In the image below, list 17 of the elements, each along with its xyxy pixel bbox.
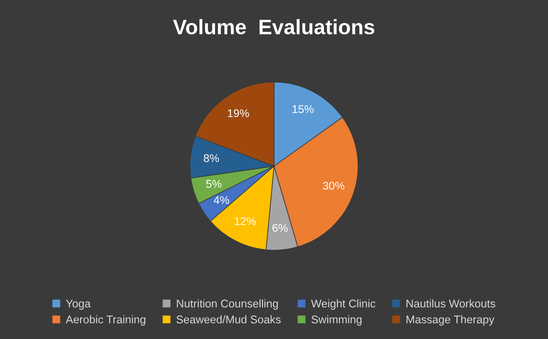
legend-label: Aerobic Training [66,315,146,326]
legend-label: Yoga [66,300,91,310]
legend-label: Massage Therapy [406,315,494,326]
legend-label: Seaweed/Mud Soaks [176,315,281,324]
data-label: 6% [272,224,288,232]
data-label: 12% [234,217,256,226]
legend-label: Nautilus Workouts [406,299,496,308]
legend-label: Swimming [312,315,362,326]
data-label: 15% [292,105,314,114]
data-label: 19% [228,109,249,118]
data-label: 4% [214,196,230,204]
legend-label: Nutrition Counselling [176,299,278,310]
data-label: 5% [206,180,222,188]
chart-title: Volume Evaluations [173,19,374,34]
legend-label: Weight Clinic [311,299,376,310]
data-label: 8% [204,154,219,162]
data-label: 30% [322,182,344,190]
